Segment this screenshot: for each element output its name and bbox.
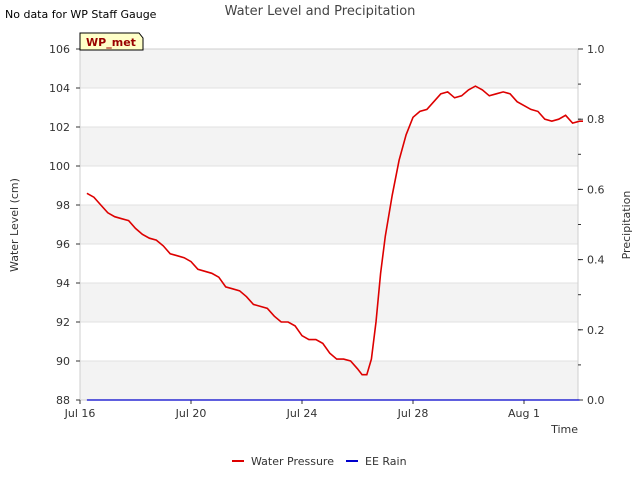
- svg-text:WP_met: WP_met: [86, 36, 136, 49]
- grid-band: [80, 244, 578, 283]
- x-tick-label: Jul 16: [64, 407, 96, 420]
- y-axis-label-left: Water Level (cm): [8, 178, 21, 272]
- grid-band: [80, 88, 578, 127]
- right-tick-label: 0.4: [587, 254, 605, 267]
- x-tick-label: Jul 24: [286, 407, 318, 420]
- left-tick-label: 92: [56, 316, 70, 329]
- left-tick-label: 94: [56, 277, 70, 290]
- left-tick-label: 102: [49, 121, 70, 134]
- left-tick-label: 96: [56, 238, 70, 251]
- legend-item: Water Pressure: [232, 455, 334, 468]
- left-tick-label: 90: [56, 355, 70, 368]
- site-badge: WP_met: [79, 32, 144, 51]
- y-axis-label-right: Precipitation: [620, 191, 633, 260]
- right-tick-label: 0.6: [587, 183, 605, 196]
- header-note: No data for WP Staff Gauge: [5, 8, 157, 21]
- left-tick-label: 88: [56, 394, 70, 407]
- right-axis: 0.0 0.2 0.4 0.6 0.8 1.0: [578, 43, 605, 407]
- x-axis-label: Time: [550, 423, 578, 436]
- grid-band: [80, 127, 578, 166]
- grid-band: [80, 322, 578, 361]
- legend-item: EE Rain: [346, 455, 407, 468]
- x-tick-label: Jul 20: [175, 407, 207, 420]
- series-layer: [86, 85, 583, 401]
- right-tick-label: 0.0: [587, 394, 605, 407]
- left-axis: 88 90 92 94 96 98 100 102 104 106: [49, 43, 80, 407]
- x-tick-label: Aug 1: [508, 407, 540, 420]
- left-tick-label: 104: [49, 82, 70, 95]
- svg-text:No data for WP Staff Gauge: No data for WP Staff Gauge: [5, 8, 157, 21]
- right-tick-label: 1.0: [587, 43, 605, 56]
- left-tick-label: 98: [56, 199, 70, 212]
- series-water-pressure: [86, 85, 583, 376]
- chart-title: Water Level and Precipitation: [225, 4, 416, 19]
- left-tick-label: 100: [49, 160, 70, 173]
- right-tick-label: 0.2: [587, 324, 605, 337]
- left-tick-label: 106: [49, 43, 70, 56]
- grid-band: [80, 49, 578, 88]
- legend-label: EE Rain: [365, 455, 407, 468]
- grid-band: [80, 205, 578, 244]
- legend-label: Water Pressure: [251, 455, 334, 468]
- grid-band: [80, 166, 578, 205]
- grid-band: [80, 283, 578, 322]
- legend: Water Pressure EE Rain: [232, 455, 407, 468]
- right-tick-label: 0.8: [587, 113, 605, 126]
- grid-band: [80, 361, 578, 400]
- x-axis: Jul 16 Jul 20 Jul 24 Jul 28 Aug 1: [64, 400, 540, 420]
- x-tick-label: Jul 28: [397, 407, 429, 420]
- plot-background: [80, 49, 578, 400]
